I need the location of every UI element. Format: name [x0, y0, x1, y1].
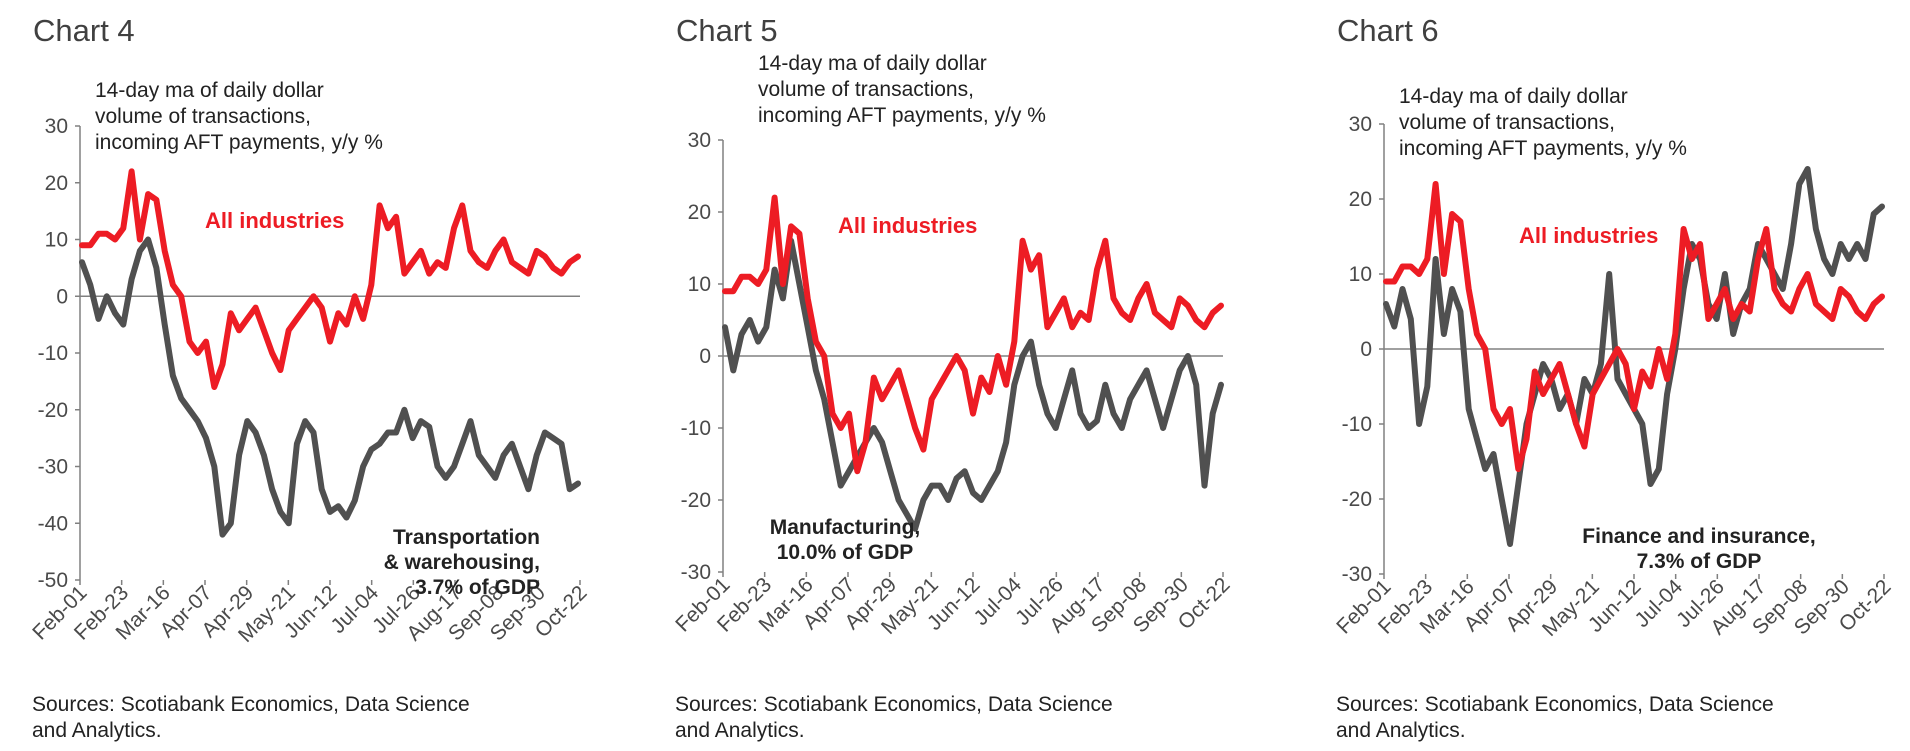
y-tick-label: -20: [38, 399, 68, 422]
chart-note-line: incoming AFT payments, y/y %: [95, 131, 383, 154]
chart-4-panel: Chart 4 14-day ma of daily dollar volume o…: [25, 0, 645, 751]
chart-note-line: incoming AFT payments, y/y %: [758, 104, 1046, 127]
sector-label-line: Manufacturing,: [770, 516, 921, 539]
sector-label-line: Finance and insurance,: [1582, 525, 1815, 548]
y-tick-label: -10: [1342, 413, 1372, 436]
sector-label-line: 7.3% of GDP: [1637, 550, 1762, 573]
y-tick-label: -50: [38, 569, 68, 592]
chart-6-svg: Chart 6 14-day ma of daily dollar volume o…: [1332, 13, 1895, 742]
y-tick-label: 30: [688, 129, 711, 152]
chart-4-svg: Chart 4 14-day ma of daily dollar volume o…: [28, 13, 591, 742]
sources-line: and Analytics.: [1336, 719, 1466, 742]
sector-label-line: 3.7% of GDP: [415, 576, 540, 599]
chart-note-line: volume of transactions,: [758, 78, 974, 101]
chart-title: Chart 6: [1337, 13, 1439, 48]
chart-note-line: volume of transactions,: [95, 105, 311, 128]
all-industries-line: [1383, 181, 1885, 472]
all-industries-label: All industries: [1519, 223, 1658, 248]
y-tick-label: -30: [1342, 563, 1372, 586]
y-tick-label: 20: [45, 172, 68, 195]
y-tick-label: -10: [681, 417, 711, 440]
all-industries-line: [79, 168, 581, 390]
chart-title: Chart 4: [33, 13, 135, 48]
all-industries-label: All industries: [205, 208, 344, 233]
y-tick-label: -30: [38, 456, 68, 479]
y-tick-label: 0: [699, 345, 711, 368]
y-tick-label: -10: [38, 342, 68, 365]
sources-line: Sources: Scotiabank Economics, Data Scie…: [1336, 693, 1774, 716]
chart-note-line: 14-day ma of daily dollar: [758, 52, 987, 75]
sector-label-line: 10.0% of GDP: [777, 541, 914, 564]
sector-label-line: & warehousing,: [384, 551, 540, 574]
sector-line: [79, 236, 581, 538]
sources-line: Sources: Scotiabank Economics, Data Scie…: [675, 693, 1113, 716]
y-tick-label: 10: [688, 273, 711, 296]
all-industries-label: All industries: [838, 213, 977, 238]
chart-6-panel: Chart 6 14-day ma of daily dollar volume o…: [1329, 0, 1910, 751]
y-tick-label: -20: [681, 489, 711, 512]
sector-line: [722, 237, 1224, 532]
chart-5-svg: Chart 5 14-day ma of daily dollar volume o…: [671, 13, 1234, 742]
y-tick-label: 0: [56, 285, 68, 308]
chart-note-line: 14-day ma of daily dollar: [1399, 85, 1628, 108]
y-tick-label: 30: [45, 115, 68, 138]
sector-label-line: Transportation: [393, 526, 540, 549]
sources-line: and Analytics.: [675, 719, 805, 742]
y-tick-label: 20: [688, 201, 711, 224]
y-tick-label: -20: [1342, 488, 1372, 511]
all-industries-line: [722, 194, 1224, 475]
y-tick-label: 10: [45, 229, 68, 252]
chart-note-line: 14-day ma of daily dollar: [95, 79, 324, 102]
chart-note-line: incoming AFT payments, y/y %: [1399, 137, 1687, 160]
y-tick-label: 0: [1360, 338, 1372, 361]
chart-title: Chart 5: [676, 13, 778, 48]
y-tick-label: -30: [681, 561, 711, 584]
sources-line: and Analytics.: [32, 719, 162, 742]
chart-5-panel: Chart 5 14-day ma of daily dollar volume o…: [668, 0, 1288, 751]
y-tick-label: 10: [1349, 263, 1372, 286]
chart-note-line: volume of transactions,: [1399, 111, 1615, 134]
y-tick-label: 30: [1349, 113, 1372, 136]
y-tick-label: 20: [1349, 188, 1372, 211]
sources-line: Sources: Scotiabank Economics, Data Scie…: [32, 693, 470, 716]
y-tick-label: -40: [38, 512, 68, 535]
